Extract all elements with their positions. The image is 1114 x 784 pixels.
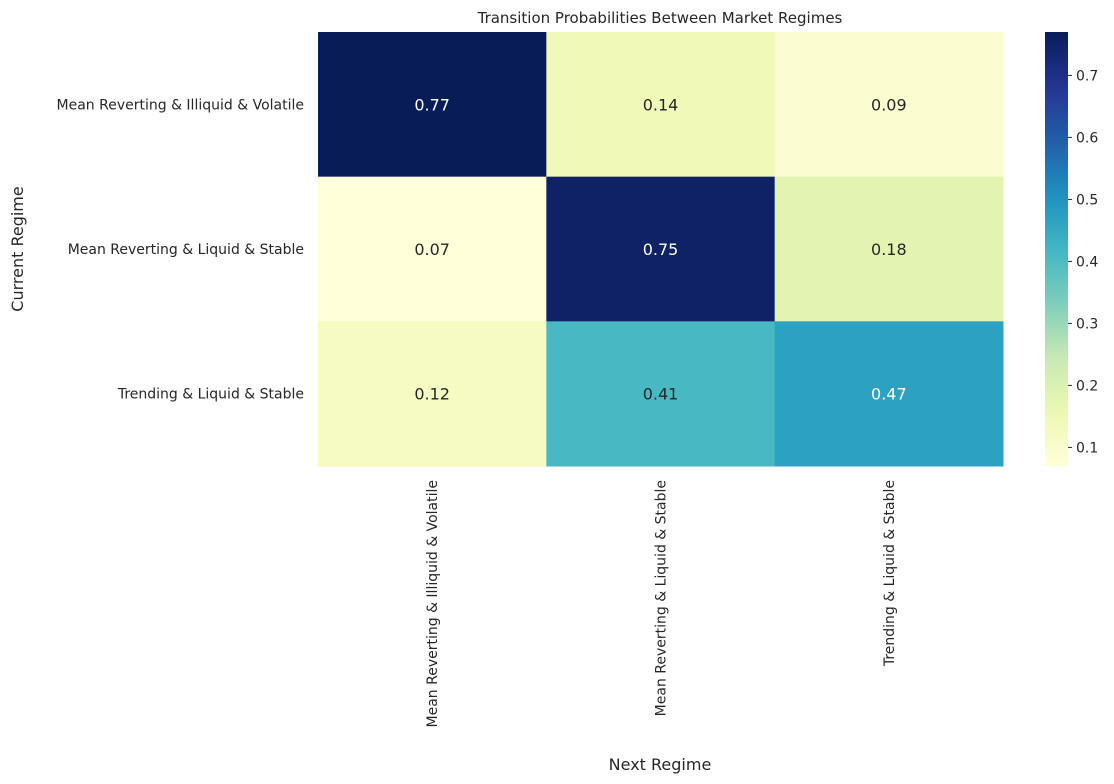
cell-value-label: 0.14 [643,95,679,114]
y-tick-label: Mean Reverting & Liquid & Stable [68,242,304,258]
cell-value-label: 0.07 [414,240,450,259]
x-tick-labels: Mean Reverting & Illiquid & Volatile Mean… [425,480,898,727]
y-tick-label: Mean Reverting & Illiquid & Volatile [57,97,304,113]
y-tick-labels: Mean Reverting & Illiquid & Volatile Mean… [57,97,304,402]
cell-value-label: 0.77 [414,95,450,114]
colorbar [1045,32,1068,466]
chart-title: Transition Probabilities Between Market … [477,9,843,27]
cell-value-label: 0.12 [414,385,450,404]
y-tick-label: Trending & Liquid & Stable [117,387,304,403]
heatmap-cell [774,176,1004,322]
heatmap-cell [774,32,1004,178]
heatmap-cell [318,32,547,178]
x-tick-label: Trending & Liquid & Stable [882,480,898,667]
colorbar-tick-label: 0.1 [1076,440,1098,456]
colorbar-tick-label: 0.6 [1076,130,1098,146]
heatmap-cell [318,321,547,467]
heatmap-cell-labels: 0.77 0.14 0.09 0.07 0.75 0.18 0.12 0.41 0.47 [414,95,906,403]
cell-value-label: 0.75 [643,240,679,259]
heatmap-cell [546,321,776,467]
colorbar-tick-label: 0.5 [1076,192,1098,208]
colorbar-tick-label: 0.3 [1076,316,1098,332]
colorbar-tick-label: 0.4 [1076,254,1098,270]
heatmap-cell [546,32,776,178]
x-tick-label: Mean Reverting & Liquid & Stable [654,480,670,716]
colorbar-tick-label: 0.7 [1076,68,1098,84]
x-tick-label: Mean Reverting & Illiquid & Volatile [425,480,441,727]
heatmap-cells [318,32,1004,467]
heatmap-cell [318,176,547,322]
y-axis-label: Current Regime [8,186,27,311]
cell-value-label: 0.41 [643,385,679,404]
cell-value-label: 0.09 [871,95,907,114]
heatmap-cell [774,321,1004,467]
heatmap-cell [546,176,776,322]
cell-value-label: 0.47 [871,385,907,404]
colorbar-ticks: 0.1 0.2 0.3 0.4 0.5 0.6 0.7 [1068,68,1098,456]
cell-value-label: 0.18 [871,240,907,259]
x-axis-label: Next Regime [609,755,712,774]
colorbar-tick-label: 0.2 [1076,378,1098,394]
